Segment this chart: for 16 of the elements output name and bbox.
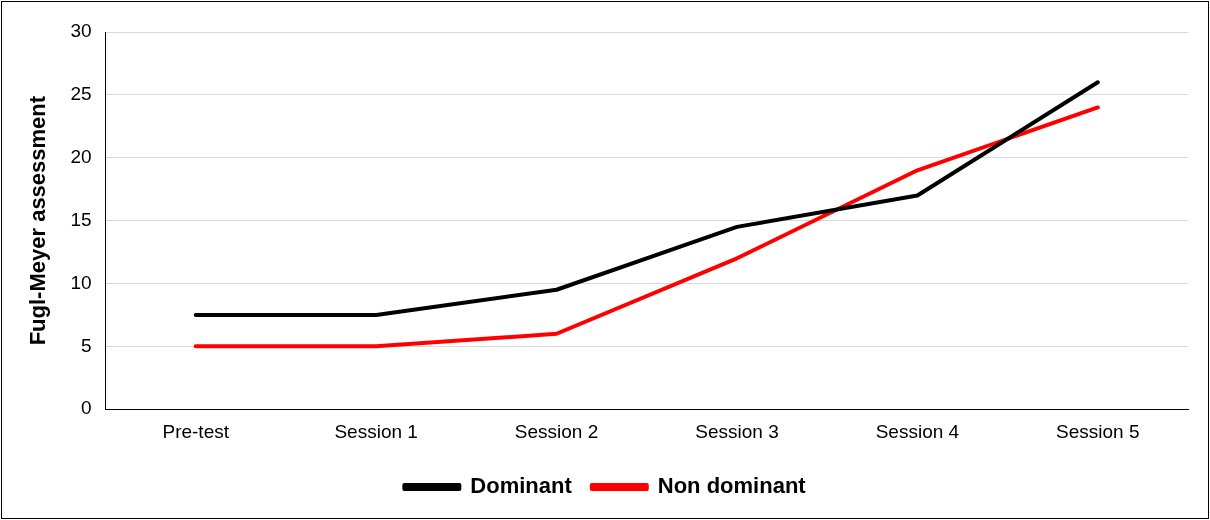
y-tick-label: 5	[80, 334, 92, 356]
y-axis-title: Fugl-Meyer assessment	[25, 95, 51, 346]
x-tick-label: Session 5	[1056, 420, 1140, 442]
y-tick-label: 20	[70, 145, 92, 167]
x-tick-label: Session 4	[875, 420, 960, 442]
x-tick-label: Pre-test	[162, 420, 230, 442]
y-tick-label: 0	[80, 397, 92, 419]
x-tick-label: Session 1	[334, 420, 418, 442]
x-tick-label: Session 2	[514, 420, 599, 442]
x-tick-label: Session 3	[695, 420, 779, 442]
y-tick-label: 30	[70, 20, 92, 42]
y-tick-label: 25	[70, 83, 92, 105]
y-tick-label: 10	[70, 271, 92, 293]
y-tick-label: 15	[70, 208, 92, 230]
legend-label: Dominant	[470, 473, 573, 499]
legend-label: Non dominant	[657, 473, 807, 499]
